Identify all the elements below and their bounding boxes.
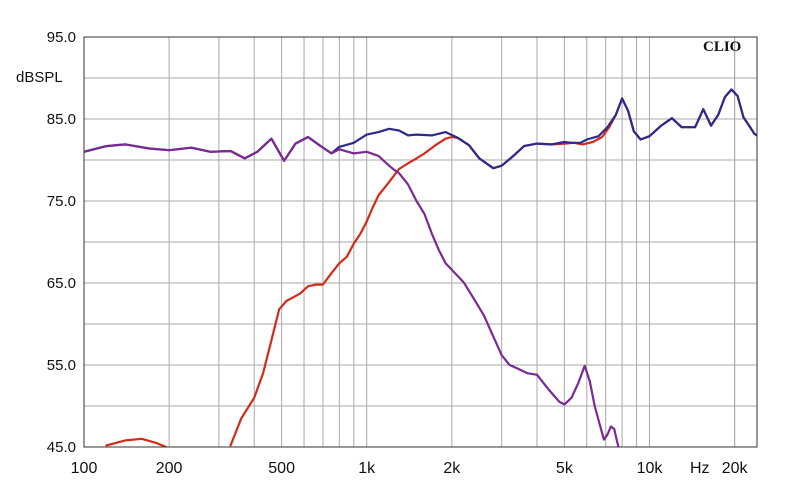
plot-area bbox=[84, 88, 757, 447]
y-tick-label: 75.0 bbox=[47, 193, 76, 210]
grid bbox=[83, 36, 757, 448]
plot-frame bbox=[83, 36, 758, 448]
x-tick-label: 5k bbox=[556, 460, 574, 477]
x-axis-unit-label: Hz bbox=[690, 460, 710, 477]
x-tick-label: 1k bbox=[358, 460, 376, 477]
x-tick-label: 20k bbox=[722, 460, 749, 477]
series-line-2 bbox=[84, 135, 620, 447]
x-tick-label: 2k bbox=[443, 460, 461, 477]
x-tick-label: 500 bbox=[268, 460, 295, 477]
y-axis-label: dBSPL bbox=[16, 69, 63, 86]
y-tick-label: 55.0 bbox=[47, 357, 76, 374]
brand-logo-text: CLIO bbox=[703, 39, 741, 55]
x-tick-label: 10k bbox=[637, 460, 664, 477]
y-axis-ticks: 95.0 85.0 75.0 65.0 55.0 45.0 bbox=[47, 29, 76, 456]
y-tick-label: 95.0 bbox=[47, 29, 76, 46]
x-tick-label: 200 bbox=[156, 460, 183, 477]
x-tick-label: 100 bbox=[71, 460, 98, 477]
y-tick-label: 85.0 bbox=[47, 111, 76, 128]
y-tick-label: 45.0 bbox=[47, 439, 76, 456]
y-tick-label: 65.0 bbox=[47, 275, 76, 292]
series-line-1 bbox=[105, 88, 757, 447]
x-axis-ticks: 100 200 500 1k 2k 5k 10k 20k bbox=[71, 460, 749, 477]
